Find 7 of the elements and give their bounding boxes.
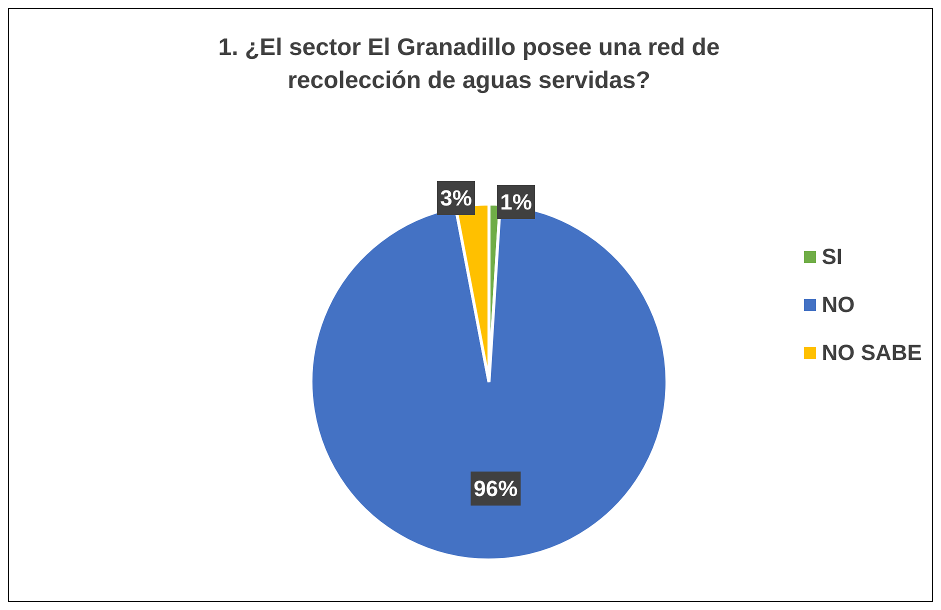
chart-title: 1. ¿El sector El Granadillo posee una red de recolección de aguas servidas? xyxy=(217,33,721,96)
data-label: 3% xyxy=(440,186,472,210)
legend-label: NO xyxy=(822,292,855,318)
legend-label: NO SABE xyxy=(822,340,922,366)
data-label: 1% xyxy=(500,190,532,214)
legend-label: SI xyxy=(822,244,843,270)
data-label: 96% xyxy=(474,476,518,502)
